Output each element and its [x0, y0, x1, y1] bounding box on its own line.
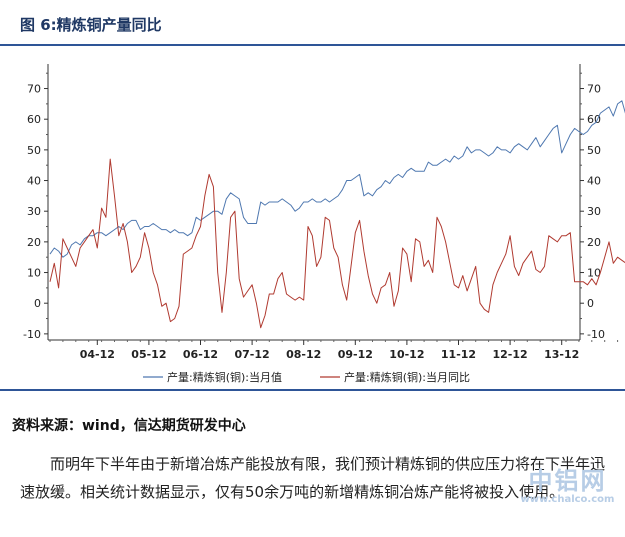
x-tick-label: 04-12	[80, 348, 115, 361]
watermark-url: www.chalco.com	[520, 494, 615, 505]
legend-label-2: 产量:精炼铜(铜):当月同比	[344, 370, 470, 384]
chart-bottom-rule	[0, 389, 625, 391]
watermark: 中铝网 www.chalco.com	[520, 468, 615, 506]
y-tick-label-left: 10	[27, 267, 41, 280]
y-tick-label-left: 70	[27, 83, 41, 96]
y-tick-label-right: 20	[587, 236, 601, 249]
series-line-1	[49, 100, 625, 258]
body-paragraph: 而明年下半年由于新增冶炼产能投放有限，我们预计精炼铜的供应压力将在下半年迅速放缓…	[20, 455, 606, 501]
y-tick-label-right: 40	[587, 175, 601, 188]
figure-title: 图 6:精炼铜产量同比	[20, 16, 162, 34]
x-tick-label: 12-12	[493, 348, 528, 361]
y-tick-label-right: 50	[587, 144, 601, 157]
watermark-logo-text: 中铝网	[528, 467, 607, 495]
x-tick-label: 05-12	[131, 348, 166, 361]
y-tick-label-left: 20	[27, 236, 41, 249]
x-tick-label: 07-12	[235, 348, 270, 361]
series-line-2	[49, 158, 625, 329]
y-tick-label-left: 40	[27, 175, 41, 188]
y-tick-label-right: 10	[587, 267, 601, 280]
y-tick-label-right: 60	[587, 113, 601, 126]
title-rule	[0, 44, 625, 46]
y-tick-label-left: 0	[34, 297, 41, 310]
copper-production-chart: -10 -10 0 0 10 10 20 20 30 30 40 40 50 50 60 60 70 70 04-1…	[23, 64, 625, 384]
y-tick-label-left: 30	[27, 205, 41, 218]
x-tick-label: 06-12	[183, 348, 218, 361]
y-tick-label-left: -10	[23, 328, 41, 341]
x-tick-label: 09-12	[338, 348, 373, 361]
y-tick-label-left: 60	[27, 113, 41, 126]
x-tick-label: 13-12	[544, 348, 579, 361]
legend-label-1: 产量:精炼铜(铜):当月值	[167, 370, 282, 384]
source-note: 资料来源：wind，信达期货研发中心	[12, 418, 246, 434]
x-tick-label: 08-12	[286, 348, 321, 361]
y-tick-label-left: 50	[27, 144, 41, 157]
x-tick-label: 10-12	[389, 348, 424, 361]
y-tick-label-right: 0	[587, 297, 594, 310]
y-tick-label-right: 70	[587, 83, 601, 96]
y-tick-label-right: -10	[587, 328, 605, 341]
x-tick-label: 11-12	[441, 348, 476, 361]
y-tick-label-right: 30	[587, 205, 601, 218]
